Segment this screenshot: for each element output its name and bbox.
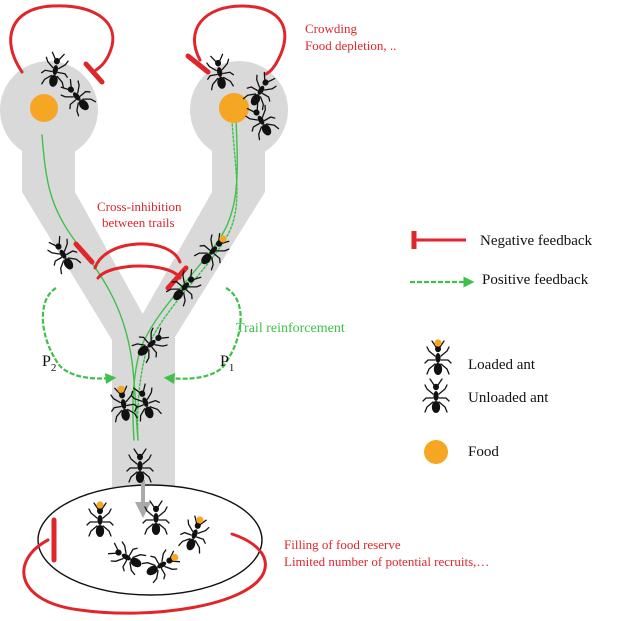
pheromone-right-2: [136, 119, 238, 441]
pheromone-trails: [41, 117, 238, 441]
label-p2: P2: [42, 353, 56, 374]
legend-food-label: Food: [468, 444, 499, 460]
food-right: [219, 93, 249, 123]
annotation-crowding: Crowding: [305, 21, 358, 36]
nest-ellipse: [37, 484, 263, 596]
legend: Negative feedback Positive feedback Load…: [410, 231, 593, 464]
inhibitor-top-left: [83, 61, 105, 85]
trail-network: [0, 61, 288, 500]
cross-inhibition-upper: [93, 242, 182, 270]
cross-inhibition-lower: [96, 264, 182, 280]
pheromone-right-1: [132, 117, 238, 441]
annotation-cross-inhibition-2: between trails: [102, 215, 175, 230]
loop-bottom: [22, 532, 267, 615]
loop-top-left: [9, 4, 115, 74]
legend-food-icon: [424, 440, 448, 464]
trail-path-left-branch: [22, 148, 160, 345]
inhibitor-top-right: [185, 53, 211, 75]
negative-feedback-loops: [9, 4, 287, 615]
annotation-cross-inhibition-1: Cross-inhibition: [97, 199, 182, 214]
loop-positive-right: [163, 287, 242, 385]
inhibitor-cross-right: [165, 265, 189, 291]
loop-positive-left: [41, 287, 117, 385]
annotation-food-depletion: Food depletion, ..: [305, 38, 396, 53]
trail-path-right-branch: [125, 148, 265, 345]
legend-unloaded-ant-icon: [422, 378, 450, 414]
annotation-trail-reinforcement: Trail reinforcement: [236, 321, 345, 336]
legend-loaded-ant-icon: [425, 339, 451, 375]
annotation-filling-reserve: Filling of food reserve: [284, 537, 401, 552]
food-left: [30, 94, 58, 122]
pheromone-left: [41, 134, 139, 441]
legend-negative-label: Negative feedback: [480, 233, 593, 249]
annotation-limited-recruits: Limited number of potential recruits,…: [284, 554, 489, 569]
label-p1: P1: [220, 353, 234, 374]
positive-feedback-loops: [41, 287, 242, 385]
legend-positive-label: Positive feedback: [482, 272, 589, 288]
loop-top-right: [193, 4, 287, 76]
legend-loaded-label: Loaded ant: [468, 357, 536, 373]
inhibitor-cross-left: [73, 241, 95, 265]
legend-unloaded-label: Unloaded ant: [468, 390, 549, 406]
